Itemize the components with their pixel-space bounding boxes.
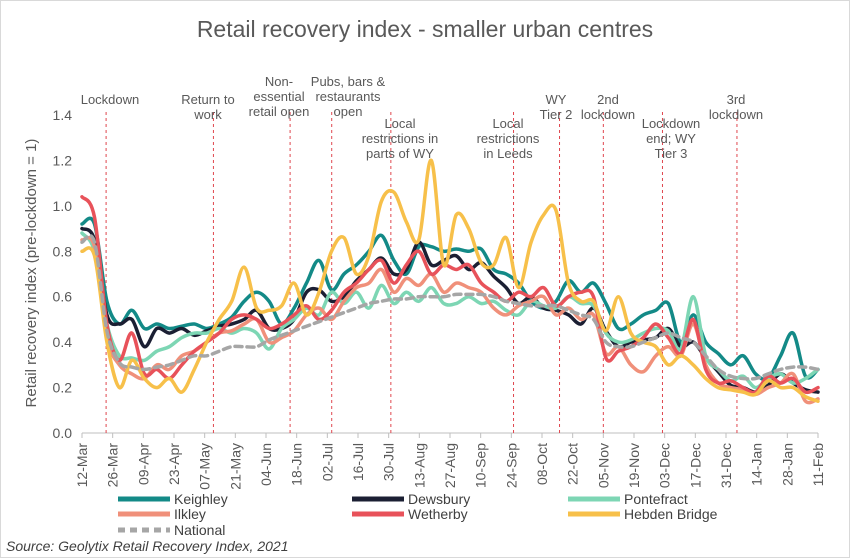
event-annotation-text: Tier 2 xyxy=(540,107,573,122)
x-tick-label: 21-May xyxy=(227,443,243,490)
legend-label: Dewsbury xyxy=(408,491,470,507)
x-tick-label: 03-Dec xyxy=(657,443,673,488)
x-tick-label: 16-Jul xyxy=(350,443,366,481)
event-annotation-text: open xyxy=(334,104,363,119)
legend-label: Hebden Bridge xyxy=(624,506,718,522)
event-annotation-text: parts of WY xyxy=(366,146,434,161)
event-annotation-text: lockdown xyxy=(581,107,635,122)
event-annotation-text: end; WY xyxy=(646,131,696,146)
event-annotation-text: WY xyxy=(546,92,567,107)
legend-label: National xyxy=(174,522,225,538)
series-line-wetherby xyxy=(80,195,820,395)
legend-label: Ilkley xyxy=(174,506,206,522)
event-annotation-text: work xyxy=(193,107,222,122)
event-annotation-text: lockdown xyxy=(709,107,763,122)
x-tick-label: 17-Dec xyxy=(687,443,703,488)
y-tick-label: 0.2 xyxy=(53,380,73,396)
legend-label: Wetherby xyxy=(408,506,468,522)
y-tick-label: 1.0 xyxy=(53,198,73,214)
x-tick-label: 11-Feb xyxy=(810,443,826,487)
x-tick-label: 07-May xyxy=(197,443,213,490)
x-tick-label: 02-Jul xyxy=(319,443,335,481)
x-tick-label: 10-Sep xyxy=(473,443,489,488)
legend-label: Keighley xyxy=(174,491,228,507)
x-tick-label: 18-Jun xyxy=(289,443,305,486)
x-tick-label: 28-Jan xyxy=(779,443,795,486)
y-tick-label: 0.0 xyxy=(53,425,73,441)
y-tick-label: 0.6 xyxy=(53,289,73,305)
series-line-pontefract xyxy=(80,231,820,390)
event-annotation-text: restrictions in xyxy=(362,131,439,146)
x-tick-label: 27-Aug xyxy=(442,443,458,488)
event-annotation-text: restaurants xyxy=(315,89,381,104)
x-tick-label: 09-Apr xyxy=(135,443,151,485)
event-annotation-text: 2nd xyxy=(597,92,619,107)
event-annotation-text: Lockdown xyxy=(642,116,701,131)
x-tick-label: 05-Nov xyxy=(595,443,611,488)
event-annotation-text: Tier 3 xyxy=(655,146,688,161)
event-annotation-text: in Leeds xyxy=(483,146,533,161)
series-line-national xyxy=(80,233,820,381)
event-annotation-text: restrictions xyxy=(477,131,540,146)
event-annotation-text: essential xyxy=(253,89,304,104)
x-tick-label: 19-Nov xyxy=(626,443,642,488)
y-axis-label: Retail recovery index (pre-lockdown = 1) xyxy=(23,139,40,408)
event-annotation-text: Local xyxy=(492,116,523,131)
series-line-hebden-bridge xyxy=(80,158,820,403)
y-tick-label: 0.4 xyxy=(53,334,73,350)
event-annotation-text: Non- xyxy=(265,74,293,89)
legend-label: Pontefract xyxy=(624,491,688,507)
x-tick-label: 26-Mar xyxy=(105,443,121,488)
event-annotation-text: Local xyxy=(384,116,415,131)
event-annotation-text: Lockdown xyxy=(81,92,140,107)
x-tick-label: 14-Jan xyxy=(749,443,765,486)
source-note: Source: Geolytix Retail Recovery Index, … xyxy=(6,538,289,554)
x-tick-label: 12-Mar xyxy=(74,443,90,488)
chart-title: Retail recovery index - smaller urban ce… xyxy=(196,16,654,42)
y-tick-label: 0.8 xyxy=(53,243,73,259)
event-annotation-text: 3rd xyxy=(727,92,746,107)
x-tick-label: 30-Jul xyxy=(381,443,397,481)
x-tick-label: 13-Aug xyxy=(411,443,427,488)
x-tick-label: 22-Oct xyxy=(565,443,581,485)
y-tick-label: 1.2 xyxy=(53,152,73,168)
event-annotation-text: retail open xyxy=(249,104,310,119)
y-tick-label: 1.4 xyxy=(53,107,73,123)
event-annotation-text: Pubs, bars & xyxy=(311,74,386,89)
x-tick-label: 23-Apr xyxy=(166,443,182,485)
x-tick-label: 31-Dec xyxy=(718,443,734,488)
x-tick-label: 24-Sep xyxy=(503,443,519,488)
x-tick-label: 04-Jun xyxy=(258,443,274,486)
x-tick-label: 08-Oct xyxy=(534,443,550,485)
event-annotation-text: Return to xyxy=(181,92,234,107)
